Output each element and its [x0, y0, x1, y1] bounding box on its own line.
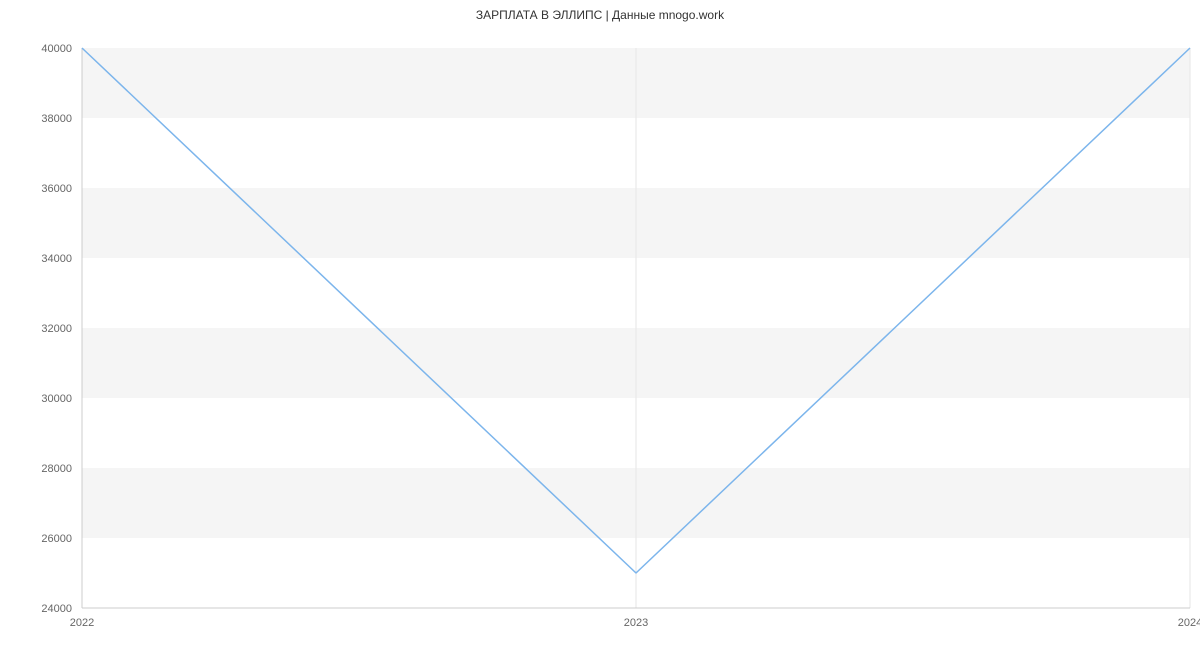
y-tick-label: 26000 — [41, 533, 72, 545]
x-tick-label: 2023 — [624, 617, 648, 629]
y-tick-label: 28000 — [41, 463, 72, 475]
chart-title: ЗАРПЛАТА В ЭЛЛИПС | Данные mnogo.work — [0, 0, 1200, 22]
chart-svg: 24000 26000 28000 30000 32000 34000 36000 38000… — [0, 30, 1200, 650]
y-tick-label: 36000 — [41, 183, 72, 195]
y-tick-label: 34000 — [41, 253, 72, 265]
y-tick-label: 30000 — [41, 393, 72, 405]
chart-container: 24000 26000 28000 30000 32000 34000 36000 38000… — [0, 30, 1200, 650]
y-tick-label: 32000 — [41, 323, 72, 335]
y-tick-label: 40000 — [41, 43, 72, 55]
x-tick-label: 2022 — [70, 617, 94, 629]
y-tick-label: 38000 — [41, 113, 72, 125]
x-tick-label: 2024 — [1178, 617, 1200, 629]
y-tick-label: 24000 — [41, 603, 72, 615]
